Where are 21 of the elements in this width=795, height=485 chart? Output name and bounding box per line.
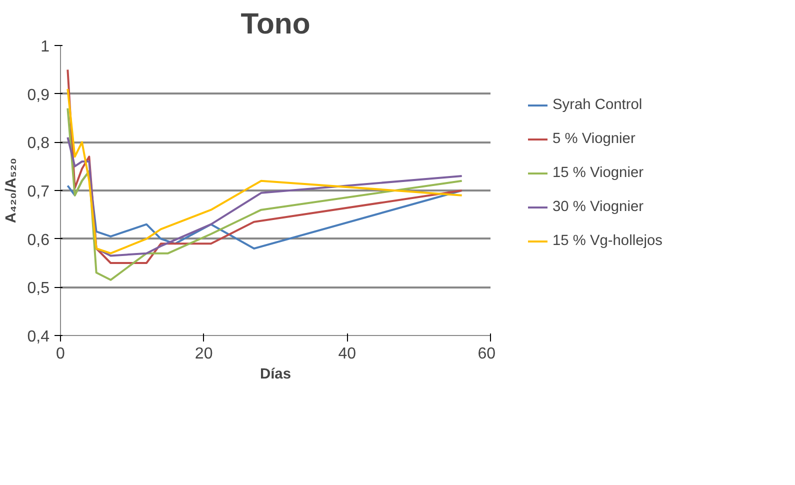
y-axis-title: A₄₂₀/A₅₂₀ bbox=[3, 158, 20, 224]
x-tick-label: 40 bbox=[338, 346, 356, 362]
y-tick-label: 0,7 bbox=[27, 184, 50, 200]
line-series bbox=[66, 136, 463, 257]
y-tick-label: 0,6 bbox=[27, 232, 50, 249]
legend-label: 15 % Vg-hollejos bbox=[552, 232, 662, 248]
y-tick-label: 0,4 bbox=[27, 328, 50, 346]
y-tick-label: 0,5 bbox=[27, 280, 50, 298]
x-tick-label: 60 bbox=[478, 346, 496, 362]
x-tick-label: 20 bbox=[194, 346, 213, 362]
legend-label: Syrah Control bbox=[552, 96, 642, 112]
y-tick-label: 1 bbox=[40, 38, 50, 56]
chart-title: Tono bbox=[240, 8, 310, 40]
y-tick-label: 0,8 bbox=[27, 135, 50, 152]
legend-label: 15 % Viognier bbox=[552, 164, 644, 180]
y-tick-label: 0,9 bbox=[27, 86, 50, 104]
x-tick-label: 0 bbox=[56, 346, 66, 362]
x-axis-title: Días bbox=[260, 366, 291, 382]
legend-label: 30 % Viognier bbox=[552, 198, 644, 214]
line-series bbox=[66, 107, 463, 281]
legend-label: 5 % Viognier bbox=[552, 130, 636, 146]
